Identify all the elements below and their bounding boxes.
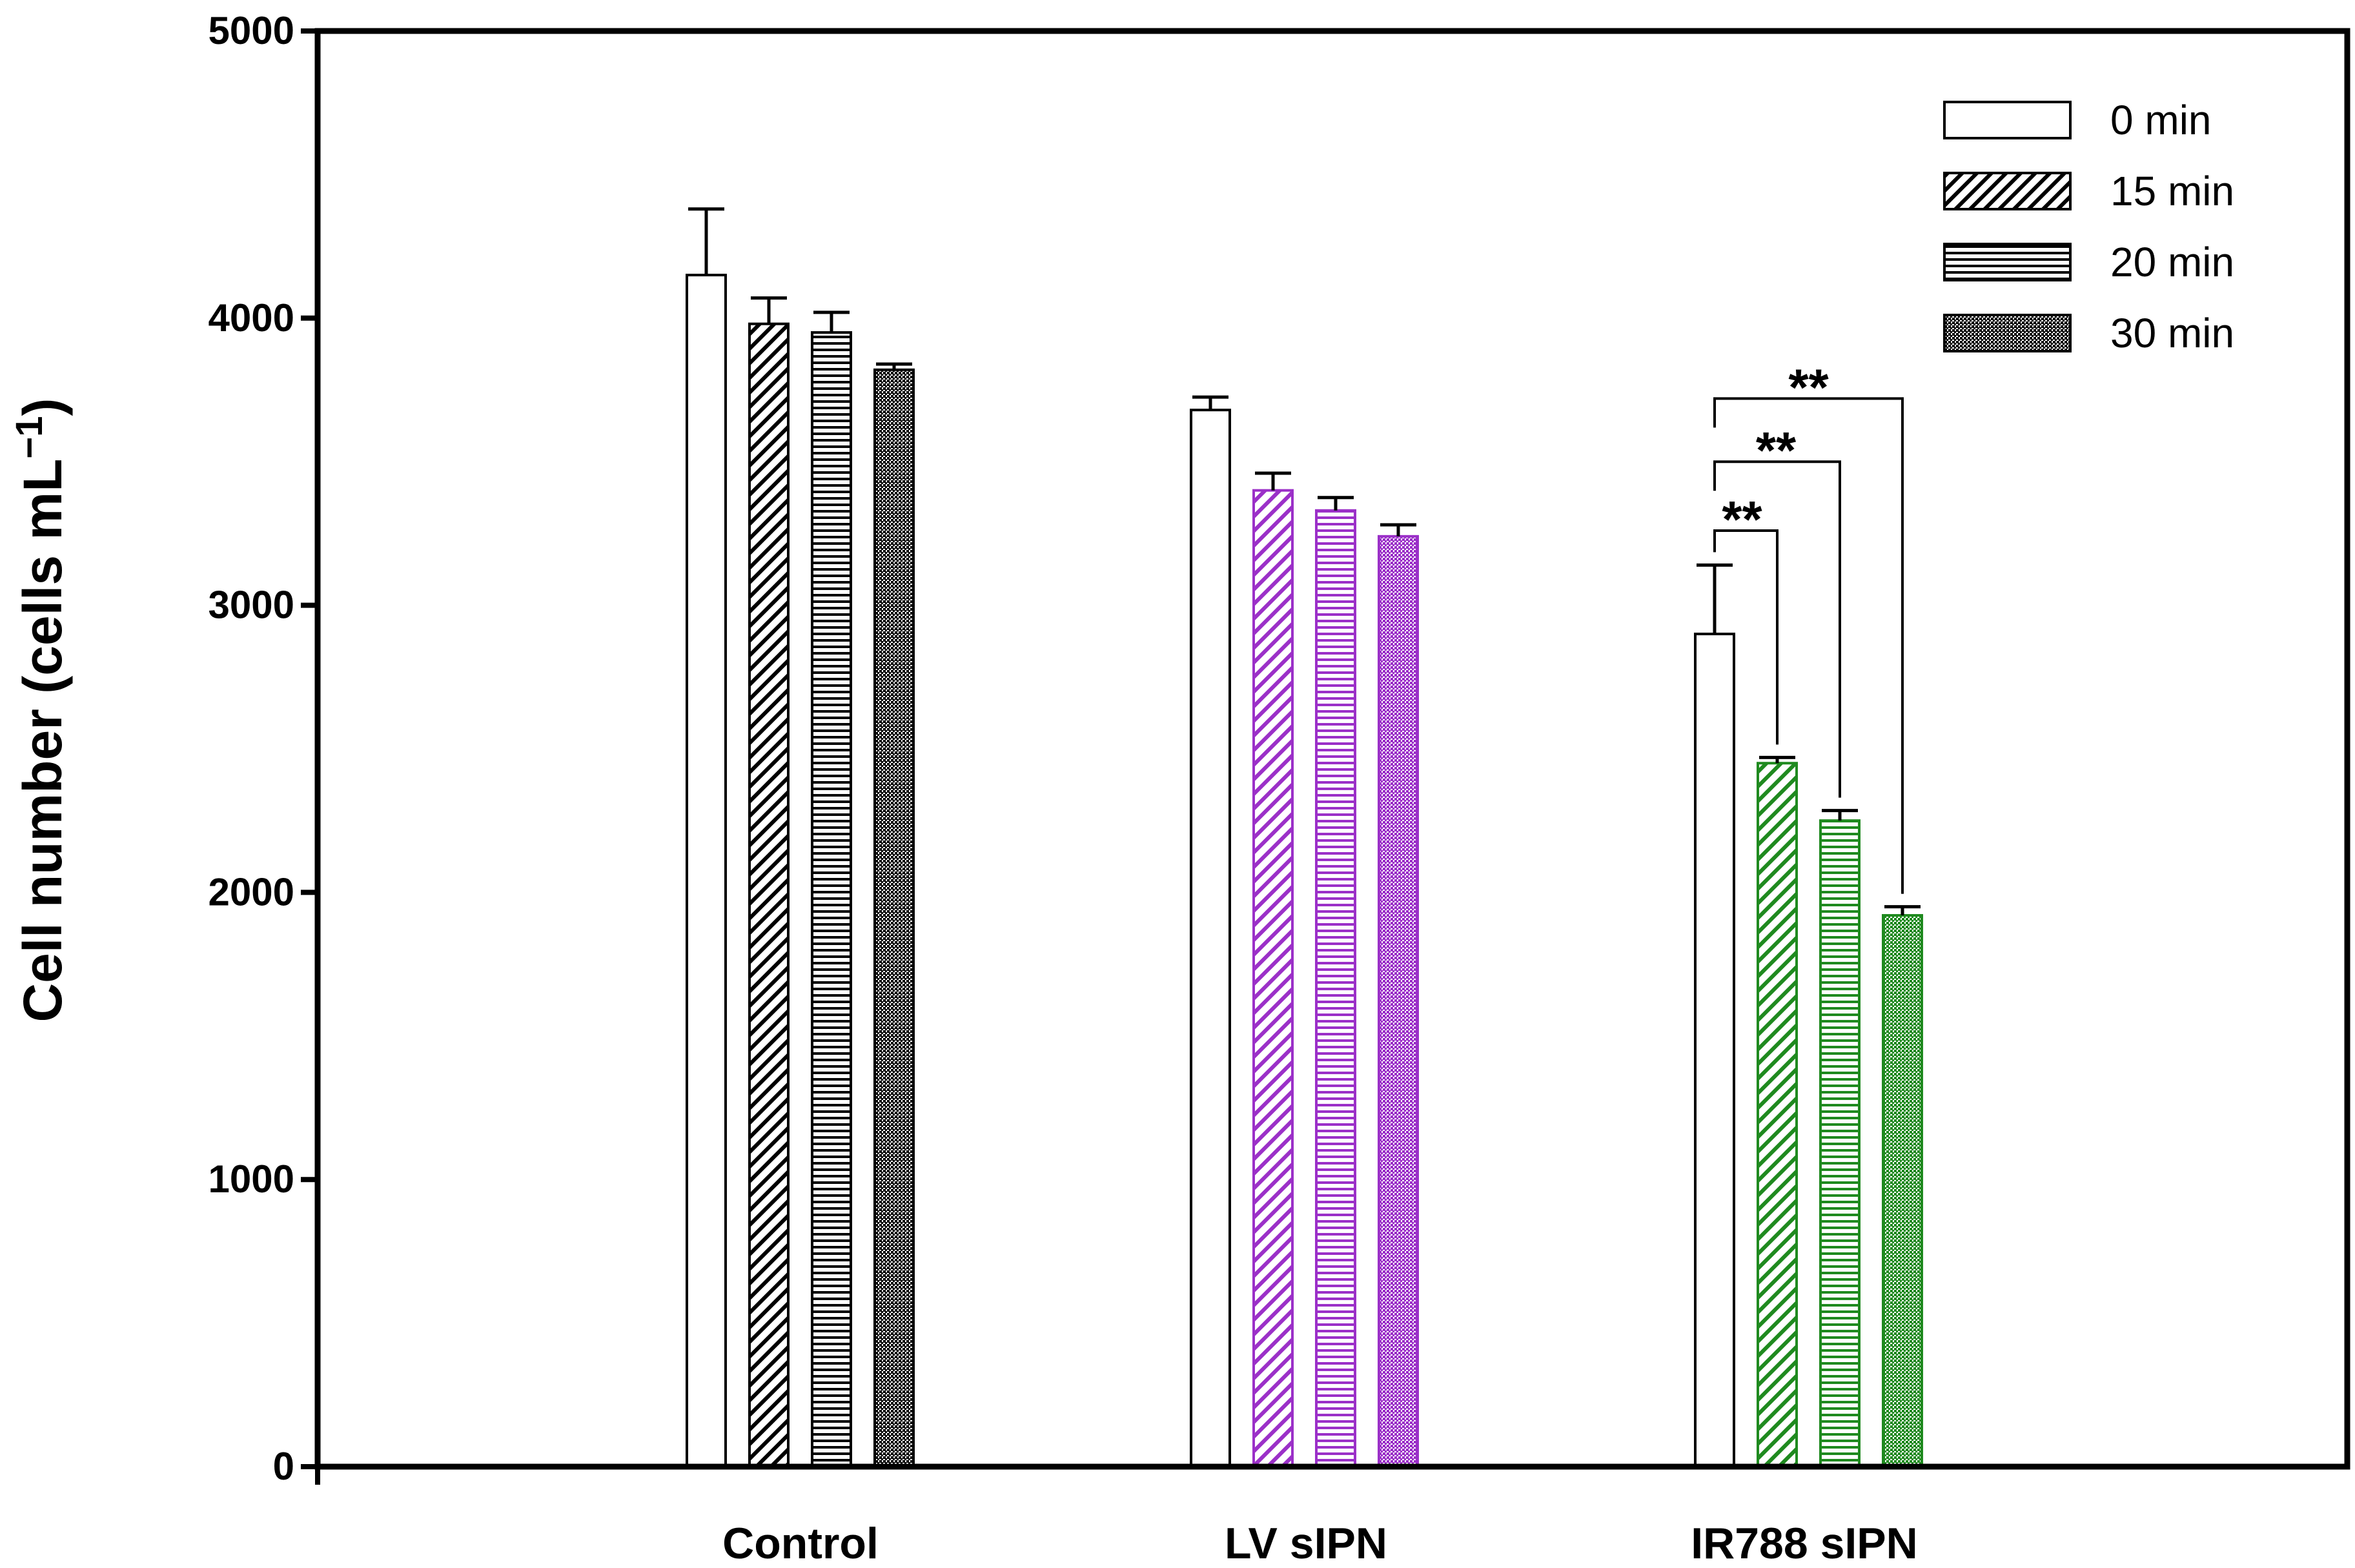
y-tick-label: 5000 — [209, 9, 294, 52]
legend-swatch — [1943, 314, 2072, 352]
significance-bracket: ** — [1713, 491, 1779, 745]
legend: 0 min 15 min 20 min 30 min — [1943, 97, 2234, 356]
y-tick-label: 1000 — [209, 1157, 294, 1201]
error-bar — [1884, 905, 1921, 915]
x-category-label: Control — [722, 1519, 879, 1568]
legend-label: 20 min — [2110, 239, 2234, 285]
y-axis-title-close: ) — [12, 398, 73, 416]
y-tick-label: 3000 — [209, 584, 294, 627]
bar-ir788-sipn-20-min — [1819, 819, 1861, 1468]
error-bar — [1318, 496, 1354, 511]
legend-entry: 15 min — [1943, 168, 2234, 214]
x-category-label: IR788 sIPN — [1691, 1519, 1918, 1568]
error-bar — [813, 311, 850, 333]
significance-layer: ** ** ** — [1713, 358, 1904, 894]
legend-label: 15 min — [2110, 168, 2234, 214]
error-bar — [876, 362, 912, 370]
bars-layer — [686, 274, 1923, 1469]
error-bars-layer — [688, 207, 1921, 915]
error-bar — [1697, 563, 1733, 635]
legend-swatch — [1943, 243, 2072, 281]
legend-swatch — [1943, 101, 2072, 139]
y-axis-title-superscript: −1 — [8, 416, 50, 458]
y-axis-title: Cell number (cells mL−1) — [8, 398, 73, 1022]
significance-label: ** — [1788, 358, 1829, 416]
axes-layer: 0 1000 2000 3000 4000 5000 Control LV sIPN IR788… — [209, 9, 2350, 1568]
error-bar — [1380, 523, 1416, 536]
x-category-label: LV sIPN — [1225, 1519, 1387, 1568]
y-tick-label: 4000 — [209, 296, 294, 340]
legend-entry: 30 min — [1943, 310, 2234, 356]
legend-label: 30 min — [2110, 310, 2234, 356]
bar-lv-sipn-20-min — [1315, 509, 1356, 1468]
error-bar — [688, 207, 724, 276]
legend-swatch — [1943, 172, 2072, 210]
legend-label: 0 min — [2110, 97, 2212, 143]
bar-ir788-sipn-15-min — [1757, 762, 1798, 1468]
significance-label: ** — [1722, 491, 1762, 548]
error-bar — [1192, 395, 1228, 411]
error-bar — [1255, 471, 1291, 491]
bar-lv-sipn-30-min — [1378, 535, 1419, 1468]
error-bar — [1759, 755, 1795, 764]
plot-frame — [314, 28, 2350, 1470]
bar-ir788-sipn-30-min — [1882, 913, 1923, 1468]
legend-entry: 0 min — [1943, 97, 2212, 143]
legend-entry: 20 min — [1943, 239, 2234, 285]
y-tick-label: 0 — [273, 1445, 294, 1488]
bar-lv-sipn-0-min — [1190, 409, 1231, 1468]
bar-lv-sipn-15-min — [1252, 489, 1294, 1468]
significance-label: ** — [1756, 422, 1797, 479]
significance-bracket: ** — [1713, 358, 1904, 894]
error-bar — [1822, 809, 1858, 821]
bar-ir788-sipn-0-min — [1694, 633, 1735, 1469]
significance-bracket: ** — [1713, 422, 1841, 798]
error-bar — [751, 296, 787, 324]
bar-control-0-min — [686, 274, 727, 1469]
bar-control-30-min — [873, 368, 915, 1468]
y-tick-label: 2000 — [209, 870, 294, 913]
bar-control-15-min — [748, 322, 790, 1468]
bar-control-20-min — [811, 331, 852, 1468]
